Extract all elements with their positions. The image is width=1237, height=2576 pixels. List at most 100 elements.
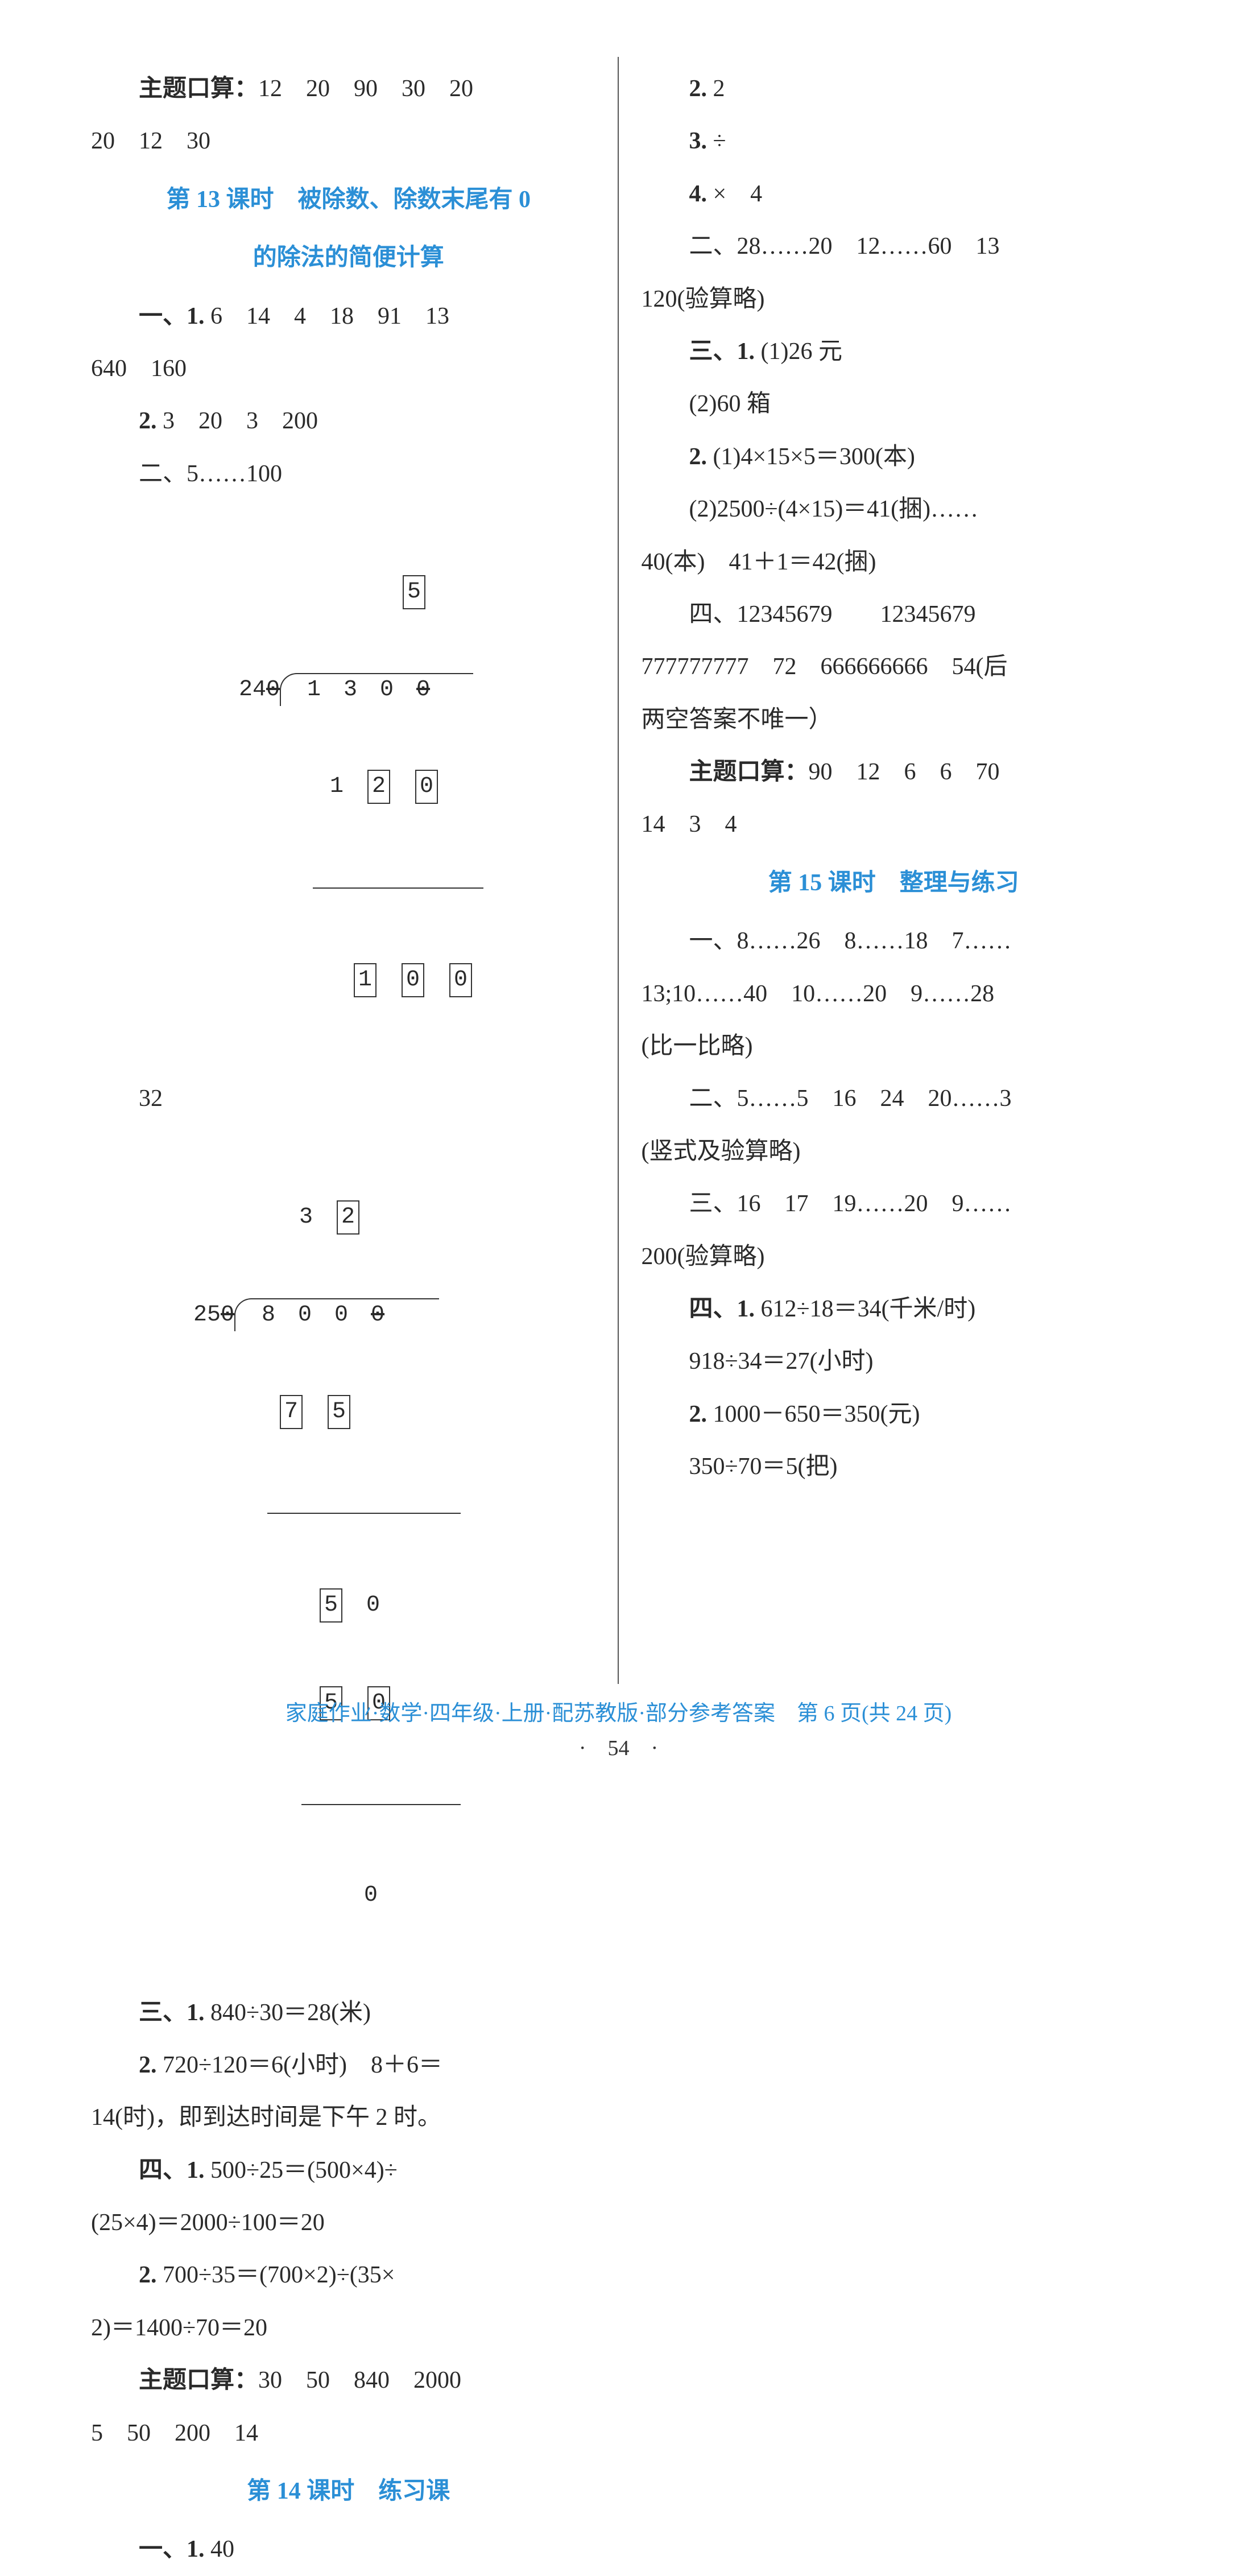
ld2-quotient: 3 2 <box>193 1200 606 1235</box>
digit-box: 2 <box>337 1200 359 1235</box>
ld1-remainder: 1 0 0 <box>239 963 606 997</box>
ld1-line <box>239 868 606 899</box>
lesson-13-title-2: 的除法的简便计算 <box>91 232 606 284</box>
ans-2: 二、5……100 <box>91 448 606 500</box>
ans-3-2b: 14(时)，即到达时间是下午 2 时。 <box>91 2091 606 2144</box>
label: 2. <box>689 76 708 102</box>
digit-box: 5 <box>328 1395 350 1429</box>
struck-zero: 0 <box>371 1302 384 1328</box>
label: 3. <box>689 128 708 154</box>
topic-calc-1: 主题口算：12 20 90 30 20 <box>91 63 606 115</box>
text: ÷ <box>707 128 726 154</box>
topic-label: 主题口算： <box>689 759 809 785</box>
topic-calc-2b: 5 50 200 14 <box>91 2407 606 2459</box>
text: (1)26 元 <box>755 338 842 365</box>
l15-s3: 三、16 17 19……20 9…… <box>642 1178 1147 1230</box>
r-sec3-2b: (2)2500÷(4×15)＝41(捆)…… <box>642 483 1147 535</box>
l15-s4-1: 四、1. 612÷18＝34(千米/时) <box>642 1283 1147 1335</box>
topic-label: 主题口算： <box>139 2367 258 2393</box>
ld2-line1 <box>193 1493 606 1525</box>
l15-s3b: 200(验算略) <box>642 1231 1147 1283</box>
digit-box: 5 <box>403 575 425 609</box>
label: 三、1. <box>689 338 755 365</box>
text: 720÷120＝6(小时) 8＋6＝ <box>157 2052 443 2078</box>
text: 500÷25＝(500×4)÷ <box>205 2157 398 2183</box>
topic-label: 主题口算： <box>139 76 258 102</box>
l15-s2b: (竖式及验算略) <box>642 1125 1147 1178</box>
ld1-quotient: 5 <box>239 575 606 609</box>
r-sec3-2c: 40(本) 41＋1＝42(捆) <box>642 536 1147 588</box>
topic-calc-1b: 20 12 30 <box>91 115 606 167</box>
ld2-r4: 0 <box>193 1880 606 1912</box>
long-division-1: 5 240 1 3 0 0 1 2 0 1 0 0 <box>239 511 606 1061</box>
l14-1: 一、1. 40 <box>91 2523 606 2575</box>
ans-1-1: 一、1. 6 14 4 18 91 13 <box>91 290 606 342</box>
l15-s1: 一、8……26 8……18 7…… <box>642 915 1147 967</box>
label: 2. <box>139 2052 157 2078</box>
ans-4-2: 2. 700÷35＝(700×2)÷(35× <box>91 2249 606 2301</box>
digit-box: 0 <box>415 770 438 804</box>
lesson-13-title-1: 第 13 课时 被除数、除数末尾有 0 <box>91 174 606 226</box>
ans-2b: 32 <box>91 1072 606 1125</box>
page-footer: 家庭作业·数学·四年级·上册·配苏教版·部分参考答案 第 6 页(共 24 页)… <box>0 1684 1237 1773</box>
r-sec2b: 120(验算略) <box>642 273 1147 325</box>
ld1-divisor-row: 240 1 3 0 0 <box>239 673 606 706</box>
r-sec3-1: 三、1. (1)26 元 <box>642 325 1147 378</box>
footer-page-number: · 54 · <box>0 1730 1237 1761</box>
topic-values: 12 20 90 30 20 <box>258 76 473 102</box>
ans-4-1: 四、1. 500÷25＝(500×4)÷ <box>91 2144 606 2197</box>
label: 四、1. <box>689 1296 755 1322</box>
division-bar: 1 3 0 0 <box>280 673 473 706</box>
division-bar: 8 0 0 0 <box>234 1298 439 1331</box>
label: 一、1. <box>139 303 205 329</box>
topic-calc-2: 主题口算：30 50 840 2000 <box>91 2354 606 2406</box>
label: 三、1. <box>139 2000 205 2026</box>
r-sec3-2: 2. (1)4×15×5＝300(本) <box>642 431 1147 483</box>
struck-zero: 0 <box>221 1302 234 1328</box>
ld2-line2 <box>193 1784 606 1816</box>
ans-1-2: 2. 3 20 3 200 <box>91 395 606 447</box>
r-topic: 主题口算：90 12 6 6 70 <box>642 746 1147 798</box>
digit-box: 0 <box>449 963 472 997</box>
label: 2. <box>689 444 708 470</box>
text: (1)4×15×5＝300(本) <box>707 444 915 470</box>
label: 一、1. <box>139 2536 205 2562</box>
page-container: 主题口算：12 20 90 30 20 20 12 30 第 13 课时 被除数… <box>0 0 1237 1684</box>
r-3: 3. ÷ <box>642 115 1147 167</box>
text: 1000－650＝350(元) <box>707 1401 920 1427</box>
vals: 6 14 4 18 91 13 <box>205 303 450 329</box>
text: 2 <box>707 76 725 102</box>
r-sec4c: 两空答案不唯一） <box>642 693 1147 746</box>
digit-box: 1 <box>354 963 377 997</box>
r-sec4b: 777777777 72 666666666 54(后 <box>642 641 1147 693</box>
l15-s1b: 13;10……40 10……20 9……28 <box>642 968 1147 1020</box>
digit-box: 2 <box>367 770 390 804</box>
ans-4-2b: 2)＝1400÷70＝20 <box>91 2302 606 2354</box>
topic-values: 30 50 840 2000 <box>258 2367 461 2393</box>
l15-s4-2: 2. 1000－650＝350(元) <box>642 1388 1147 1440</box>
text: × 4 <box>707 181 762 207</box>
vals: 3 20 3 200 <box>157 408 318 434</box>
right-column: 2. 2 3. ÷ 4. × 4 二、28……20 12……60 13 120(… <box>619 57 1158 1684</box>
l15-s4-2b: 350÷70＝5(把) <box>642 1440 1147 1493</box>
ans-3-1: 三、1. 840÷30＝28(米) <box>91 1987 606 2039</box>
struck-zero: 0 <box>416 677 430 703</box>
footer-line: 家庭作业·数学·四年级·上册·配苏教版·部分参考答案 第 6 页(共 24 页) <box>286 1702 952 1725</box>
text: 40 <box>205 2536 235 2562</box>
text: 840÷30＝28(米) <box>205 2000 371 2026</box>
ld1-step1: 1 2 0 <box>239 770 606 804</box>
text: 700÷35＝(700×2)÷(35× <box>157 2262 395 2288</box>
r-sec3-1b: (2)60 箱 <box>642 378 1147 430</box>
text: 612÷18＝34(千米/时) <box>755 1296 975 1322</box>
l15-s4-1b: 918÷34＝27(小时) <box>642 1335 1147 1388</box>
label: 2. <box>689 1401 708 1427</box>
digit-box: 0 <box>402 963 424 997</box>
r-2: 2. 2 <box>642 63 1147 115</box>
r-sec4: 四、12345679 12345679 <box>642 588 1147 641</box>
ans-1-1b: 640 160 <box>91 342 606 395</box>
lesson-15-title: 第 15 课时 整理与练习 <box>642 857 1147 909</box>
r-topic-b: 14 3 4 <box>642 798 1147 851</box>
r-4: 4. × 4 <box>642 168 1147 220</box>
struck-zero: 0 <box>266 677 280 703</box>
ans-4-1b: (25×4)＝2000÷100＝20 <box>91 2197 606 2249</box>
